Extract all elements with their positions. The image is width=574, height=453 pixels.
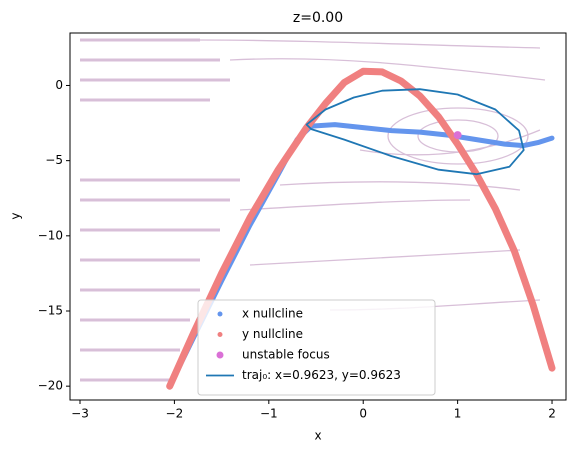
y-axis-label: y <box>9 212 23 219</box>
x-tick-label: −2 <box>166 407 184 421</box>
nullcline <box>166 67 556 390</box>
streamlines <box>80 38 546 382</box>
axes-frame <box>69 32 567 401</box>
x-tick-label: 2 <box>548 407 556 421</box>
y-tick-label: 0 <box>55 78 63 92</box>
legend-swatch <box>217 332 223 337</box>
trajectory <box>305 88 525 176</box>
legend-swatch <box>217 311 223 317</box>
y-tick-label: −10 <box>38 228 63 242</box>
streamline <box>387 107 529 165</box>
legend-label: unstable focus <box>242 348 330 362</box>
streamline <box>80 38 240 382</box>
streamline <box>417 119 499 153</box>
x-tick-label: −3 <box>71 407 89 421</box>
legend-label: traj₀: x=0.9623, y=0.9623 <box>242 368 401 382</box>
plot-area <box>166 67 556 390</box>
x-tick-label: −1 <box>260 407 278 421</box>
x-axis-label: x <box>314 429 321 443</box>
fixed-point <box>453 131 462 140</box>
chart-title: z=0.00 <box>293 10 343 26</box>
legend-box <box>197 299 436 396</box>
y-tick-label: −5 <box>45 153 63 167</box>
x-tick-label: 0 <box>359 407 367 421</box>
y-tick-label: −15 <box>38 303 63 317</box>
legend: x nullcline y nullcline unstable focus traj… <box>197 299 436 396</box>
y-tick-label: −20 <box>38 379 63 393</box>
legend-label: y nullcline <box>242 327 303 341</box>
legend-swatch <box>216 351 224 359</box>
x-tick-label: 1 <box>454 407 462 421</box>
legend-label: x nullcline <box>242 307 303 321</box>
